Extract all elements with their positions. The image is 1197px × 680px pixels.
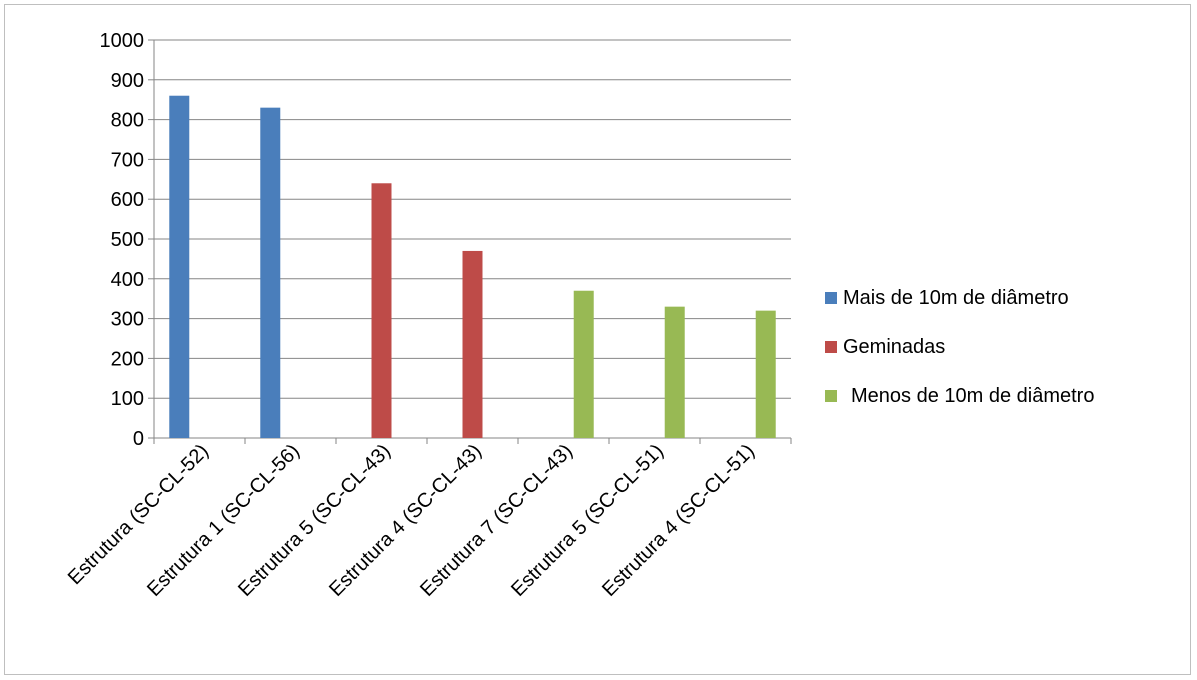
x-tick-label: Estrutura 4 (SC-CL-43) xyxy=(325,440,486,601)
y-tick-label: 1000 xyxy=(100,30,145,52)
bar xyxy=(371,183,392,438)
y-tick-label: 200 xyxy=(111,348,144,370)
x-tick-label: Estrutura 1 (SC-CL-56) xyxy=(143,440,304,601)
bar xyxy=(664,306,685,438)
x-tick-label: Estrutura 7 (SC-CL-43) xyxy=(416,440,577,601)
bar xyxy=(573,290,594,438)
chart-frame: 0 100 200 300 400 500 600 700 800 900 1000 Estrutu… xyxy=(4,4,1191,675)
bar xyxy=(260,107,281,438)
x-tick-label: Estrutura 5 (SC-CL-43) xyxy=(234,440,395,601)
legend-swatch xyxy=(825,341,837,353)
legend-swatch xyxy=(825,390,837,402)
x-axis: Estrutura (SC-CL-52)Estrutura 1 (SC-CL-5… xyxy=(64,437,792,601)
bars xyxy=(169,95,776,438)
legend-label: Menos de 10m de diâmetro xyxy=(851,385,1094,407)
legend-swatch xyxy=(825,292,837,304)
y-tick-label: 300 xyxy=(111,309,144,331)
y-tick-label: 600 xyxy=(111,189,144,211)
legend-label: Mais de 10m de diâmetro xyxy=(843,287,1069,309)
bar-chart: 0 100 200 300 400 500 600 700 800 900 1000 Estrutu… xyxy=(64,30,1095,601)
y-tick-label: 0 xyxy=(133,428,144,450)
bar xyxy=(169,95,190,438)
x-tick-label: Estrutura 5 (SC-CL-51) xyxy=(507,440,668,601)
gridlines xyxy=(154,39,791,399)
y-tick-label: 100 xyxy=(111,388,144,410)
bar xyxy=(462,250,483,438)
y-tick-label: 500 xyxy=(111,229,144,251)
y-axis: 0 100 200 300 400 500 600 700 800 900 1000 xyxy=(100,30,155,450)
y-tick-label: 400 xyxy=(111,269,144,291)
y-tick-label: 800 xyxy=(111,110,144,132)
bar xyxy=(755,310,776,438)
legend-label: Geminadas xyxy=(843,336,945,358)
y-tick-label: 700 xyxy=(111,149,144,171)
x-tick-label: Estrutura 4 (SC-CL-51) xyxy=(598,440,759,601)
y-tick-label: 900 xyxy=(111,70,144,92)
legend: Mais de 10m de diâmetro Geminadas Menos de… xyxy=(825,287,1094,407)
